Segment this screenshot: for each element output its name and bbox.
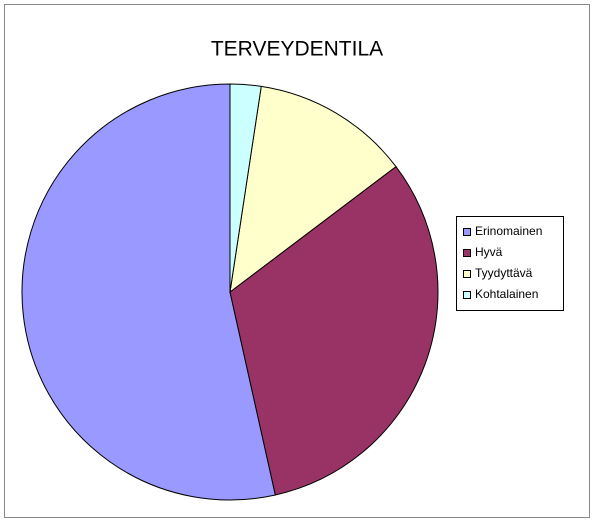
- legend-swatch: [463, 270, 471, 278]
- legend-swatch: [463, 228, 471, 236]
- pie-slice: [229, 83, 262, 293]
- legend-swatch: [463, 291, 471, 299]
- legend-label: Hyvä: [475, 245, 503, 259]
- pie-slice: [21, 83, 276, 501]
- legend-swatch: [463, 249, 471, 257]
- pie-slice: [229, 85, 397, 294]
- legend-label: Tyydyttävä: [475, 266, 533, 280]
- legend-label: Kohtalainen: [475, 287, 538, 301]
- legend-label: Erinomainen: [475, 224, 542, 238]
- legend-box: [456, 216, 564, 311]
- pie-slice: [229, 165, 439, 496]
- chart-title: TERVEYDENTILA: [211, 38, 383, 61]
